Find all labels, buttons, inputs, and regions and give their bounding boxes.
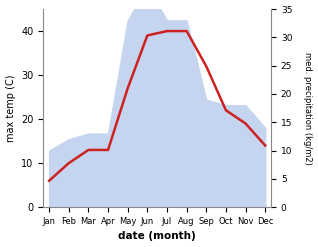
Y-axis label: med. precipitation (kg/m2): med. precipitation (kg/m2) bbox=[303, 52, 313, 165]
Y-axis label: max temp (C): max temp (C) bbox=[5, 74, 16, 142]
X-axis label: date (month): date (month) bbox=[118, 231, 196, 242]
